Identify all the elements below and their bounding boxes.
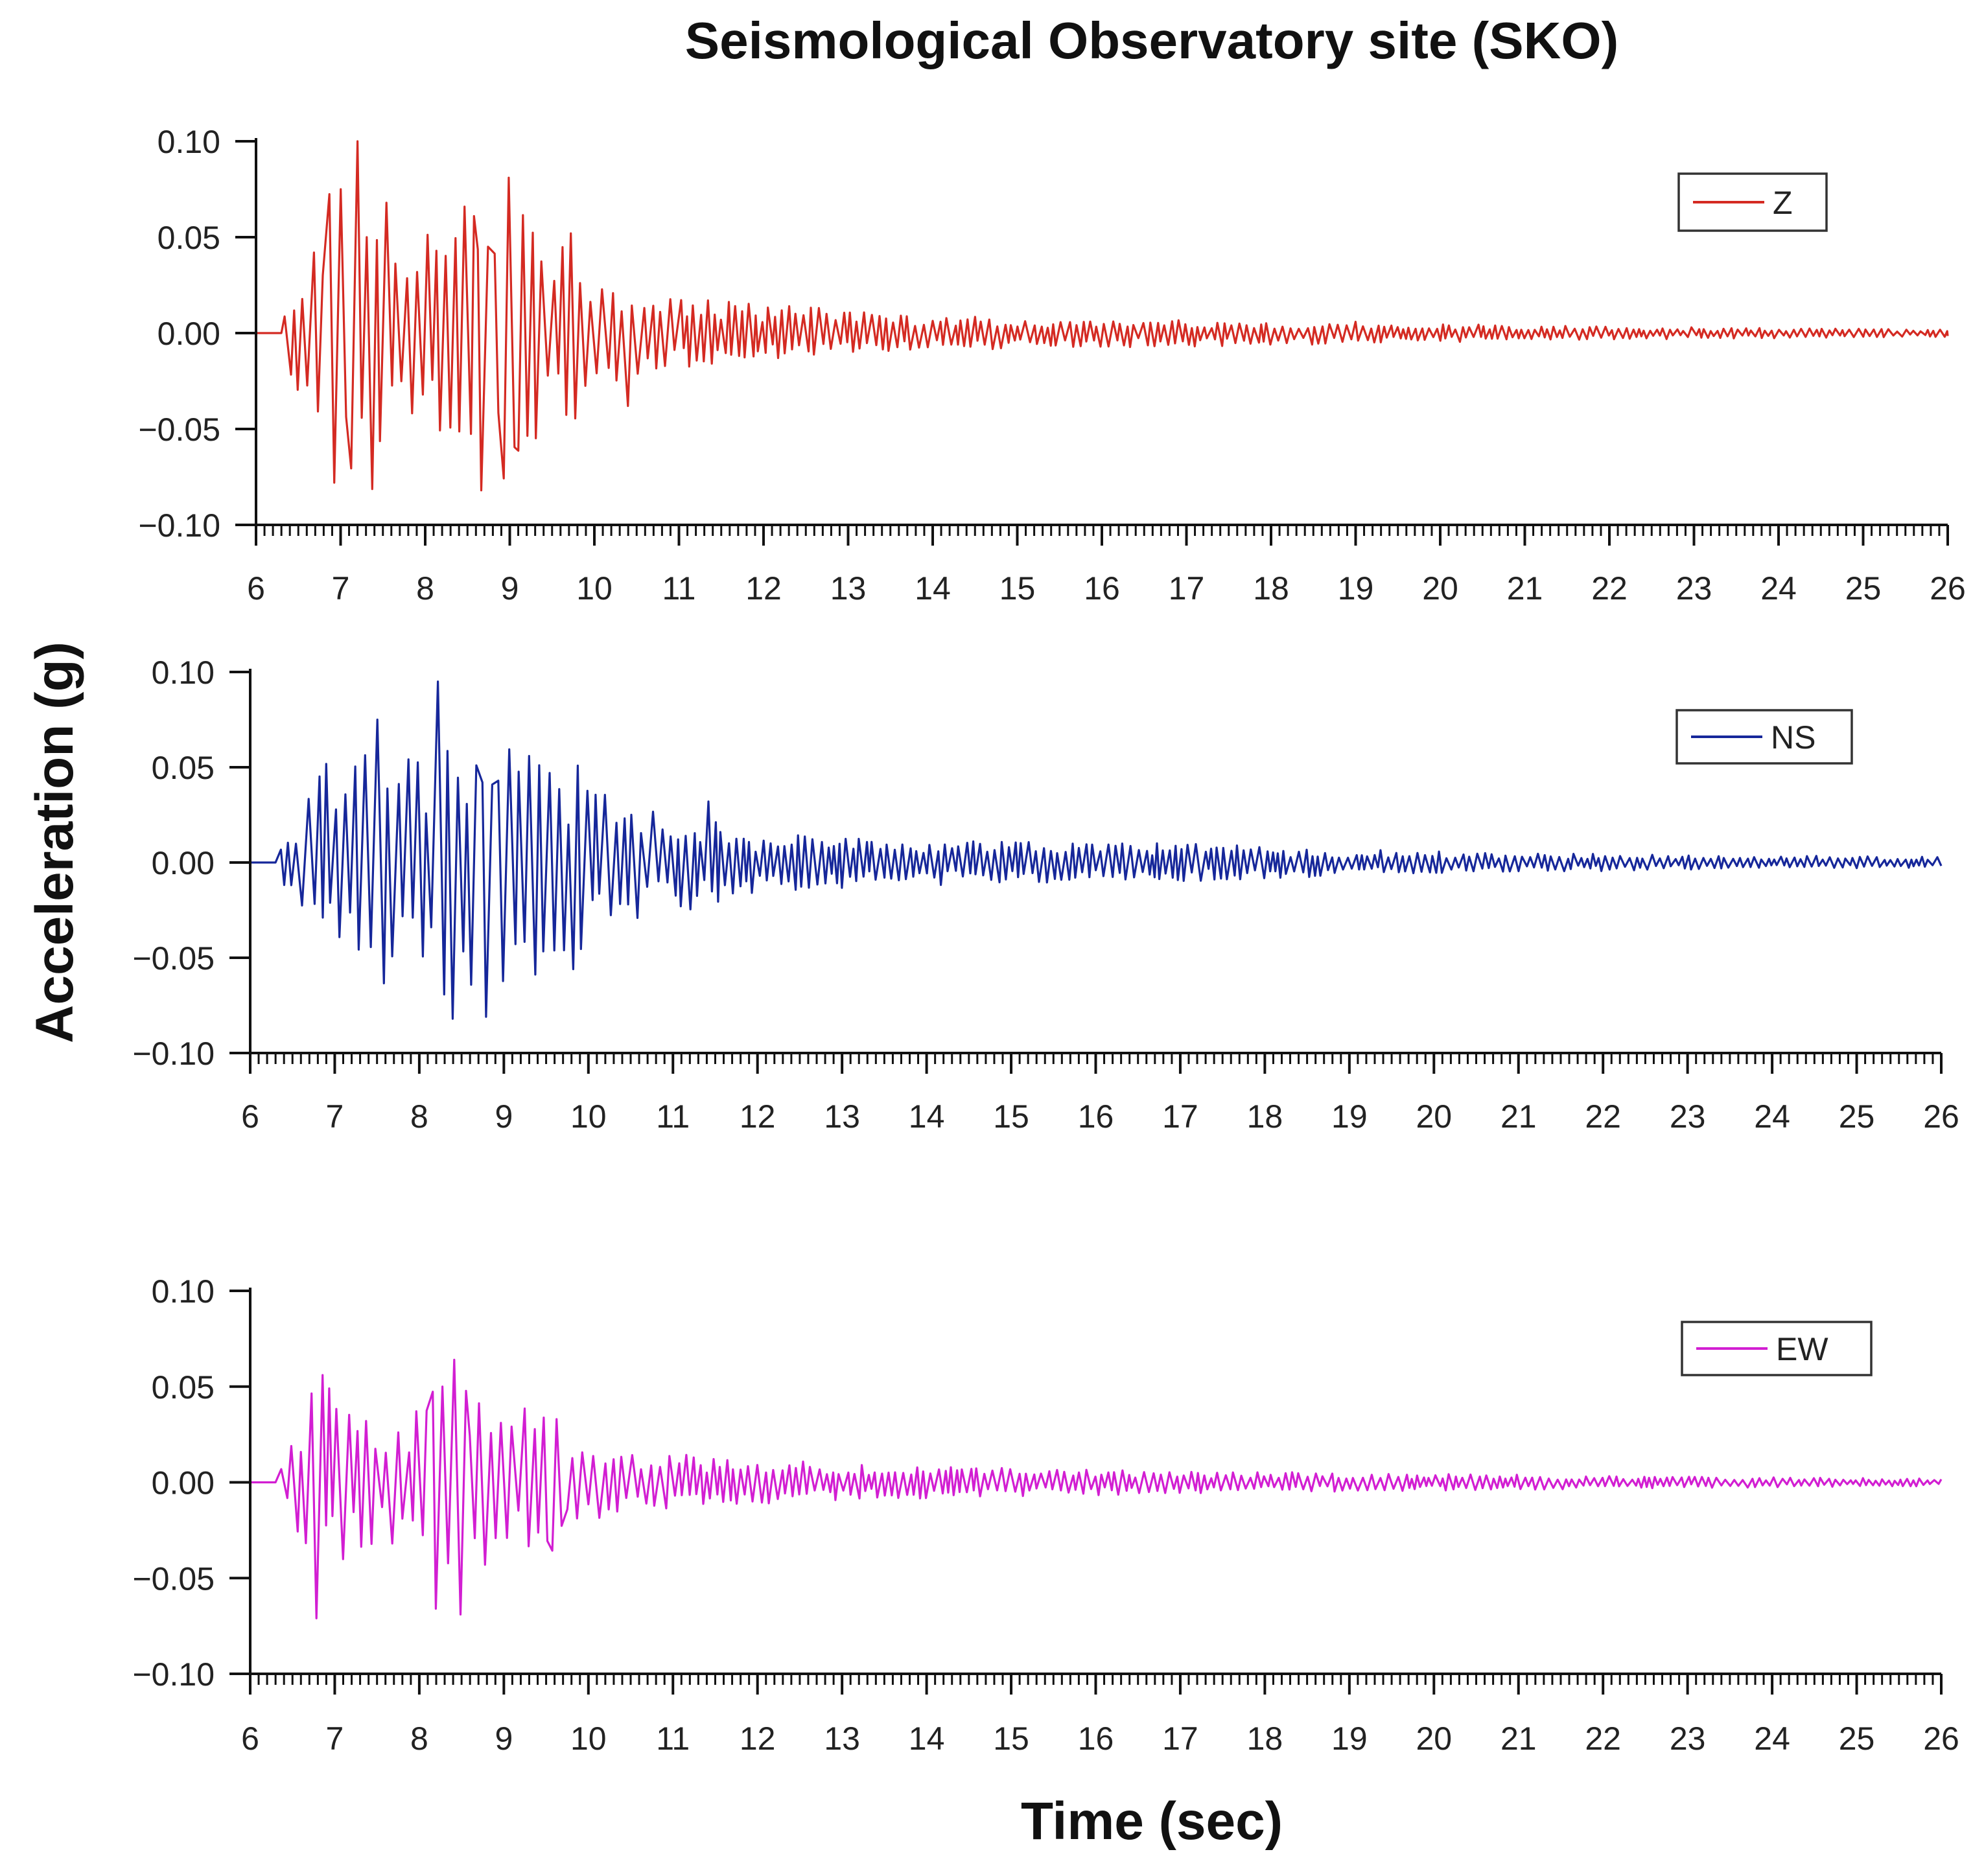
x-tick-label: 16 — [1078, 1098, 1114, 1135]
panels-group: 0.10 0.05 0.00 −0.05 −0.10 6 7 8 9 10 11 12 13 14 15 16… — [132, 124, 1965, 1757]
x-tick-label: 6 — [247, 570, 265, 607]
x-tick-label: 17 — [1169, 570, 1205, 607]
x-tick-label: 19 — [1331, 1720, 1368, 1757]
y-tick-label: 0.00 — [158, 316, 220, 352]
x-axis-label: Time (sec) — [1021, 1792, 1283, 1851]
x-tick-label: 10 — [570, 1098, 607, 1135]
x-tick-label: 13 — [824, 1098, 860, 1135]
y-tick-label: 0.05 — [152, 750, 215, 786]
x-tick-label: 18 — [1247, 1098, 1283, 1135]
x-tick-label: 7 — [332, 570, 350, 607]
x-tick-label: 25 — [1839, 1720, 1875, 1757]
panel-ew: 0.10 0.05 0.00 −0.05 −0.10 6 7 8 9 10 11 12 13 14 15 16… — [132, 1273, 1959, 1757]
x-tick-label: 12 — [740, 1098, 776, 1135]
x-tick-label: 9 — [495, 1720, 513, 1757]
x-tick-label: 11 — [662, 570, 696, 607]
y-tick-label: −0.10 — [132, 1036, 215, 1072]
x-tick-label: 19 — [1331, 1098, 1368, 1135]
x-tick-label: 24 — [1760, 570, 1797, 607]
panel-ns: 0.10 0.05 0.00 −0.05 −0.10 6 7 8 9 10 11 12 13 14 15 16… — [132, 654, 1959, 1135]
x-tick-label: 15 — [993, 1720, 1029, 1757]
x-tick-label: 24 — [1754, 1720, 1790, 1757]
x-tick-label: 14 — [915, 570, 951, 607]
y-tick-label: −0.05 — [132, 940, 215, 977]
chart-title: Seismological Observatory site (SKO) — [685, 12, 1618, 69]
x-tick-label: 11 — [656, 1098, 690, 1135]
x-tick-label: 16 — [1084, 570, 1120, 607]
legend-label: EW — [1776, 1331, 1828, 1367]
x-tick-label: 26 — [1930, 570, 1966, 607]
x-tick-label: 23 — [1676, 570, 1712, 607]
x-tick-label: 20 — [1416, 1720, 1452, 1757]
x-tick-label: 9 — [501, 570, 519, 607]
x-tick-label: 15 — [999, 570, 1036, 607]
x-tick-label: 13 — [830, 570, 867, 607]
x-tick-label: 11 — [656, 1720, 690, 1757]
x-tick-label: 14 — [909, 1098, 945, 1135]
y-tick-label: −0.05 — [138, 411, 220, 448]
x-tick-label: 8 — [410, 1098, 428, 1135]
y-tick-label: 0.00 — [152, 1465, 215, 1501]
y-tick-label: 0.05 — [152, 1369, 215, 1406]
x-tick-label: 8 — [416, 570, 434, 607]
y-tick-label: 0.10 — [152, 654, 215, 691]
x-tick-label: 18 — [1247, 1720, 1283, 1757]
y-tick-label: 0.10 — [152, 1273, 215, 1310]
x-tick-label: 14 — [909, 1720, 945, 1757]
legend-ns: NS — [1675, 709, 1853, 765]
y-axis-label: Acceleration (g) — [25, 642, 84, 1043]
x-tick-label: 16 — [1078, 1720, 1114, 1757]
x-tick-label: 6 — [241, 1720, 259, 1757]
x-tick-label: 25 — [1839, 1098, 1875, 1135]
x-tick-label: 7 — [326, 1720, 344, 1757]
x-tick-label: 23 — [1670, 1720, 1706, 1757]
x-tick-label: 12 — [740, 1720, 776, 1757]
legend-label: NS — [1771, 719, 1815, 756]
x-tick-label: 25 — [1845, 570, 1882, 607]
x-tick-label: 22 — [1585, 1098, 1621, 1135]
x-tick-label: 18 — [1253, 570, 1289, 607]
x-tick-label: 26 — [1923, 1098, 1959, 1135]
y-tick-label: 0.00 — [152, 845, 215, 881]
x-tick-label: 20 — [1422, 570, 1458, 607]
x-tick-label: 7 — [326, 1098, 344, 1135]
y-tick-label: 0.05 — [158, 220, 220, 256]
y-tick-label: −0.10 — [138, 507, 220, 544]
x-tick-label: 10 — [570, 1720, 607, 1757]
legend-label: Z — [1773, 185, 1793, 221]
x-tick-label: 26 — [1923, 1720, 1959, 1757]
x-tick-label: 10 — [576, 570, 613, 607]
x-tick-label: 23 — [1670, 1098, 1706, 1135]
x-tick-label: 19 — [1338, 570, 1374, 607]
panel-z: 0.10 0.05 0.00 −0.05 −0.10 6 7 8 9 10 11 12 13 14 15 16… — [138, 124, 1965, 607]
x-tick-label: 22 — [1591, 570, 1628, 607]
x-tick-label: 22 — [1585, 1720, 1621, 1757]
x-tick-label: 13 — [824, 1720, 860, 1757]
x-tick-label: 8 — [410, 1720, 428, 1757]
x-tick-label: 21 — [1507, 570, 1543, 607]
x-tick-label: 17 — [1162, 1720, 1198, 1757]
y-tick-label: −0.05 — [132, 1560, 215, 1597]
x-tick-label: 21 — [1500, 1720, 1537, 1757]
legend-ew: EW — [1681, 1321, 1873, 1376]
y-tick-label: 0.10 — [158, 124, 220, 160]
x-tick-label: 12 — [745, 570, 782, 607]
legend-box — [1675, 709, 1853, 765]
x-tick-label: 21 — [1500, 1098, 1537, 1135]
x-tick-label: 24 — [1754, 1098, 1790, 1135]
series-line-ew — [250, 1358, 1943, 1619]
series-line-z — [256, 140, 1949, 492]
x-tick-label: 17 — [1162, 1098, 1198, 1135]
x-tick-label: 9 — [495, 1098, 513, 1135]
legend-z: Z — [1677, 172, 1828, 232]
x-tick-label: 6 — [241, 1098, 259, 1135]
x-tick-label: 20 — [1416, 1098, 1452, 1135]
series-line-ns — [250, 680, 1943, 1020]
y-tick-label: −0.10 — [132, 1656, 215, 1693]
x-tick-label: 15 — [993, 1098, 1029, 1135]
